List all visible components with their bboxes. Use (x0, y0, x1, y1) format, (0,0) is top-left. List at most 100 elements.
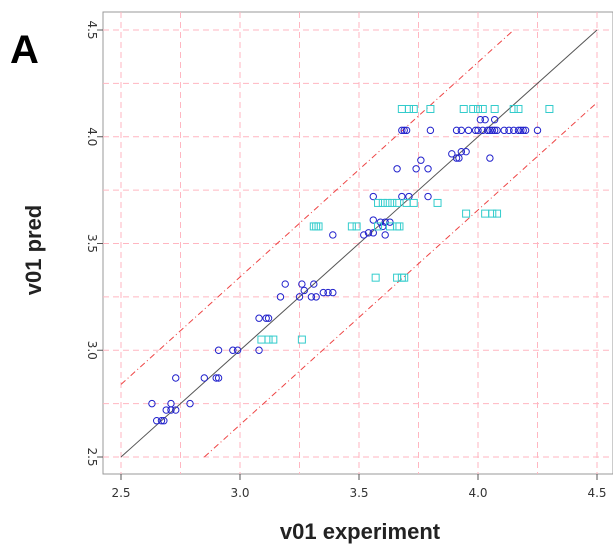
circle-point-40 (381, 231, 389, 239)
circle-point-24 (300, 286, 308, 295)
circle-point-56 (455, 154, 463, 162)
circle-point-77 (517, 126, 525, 135)
circle-point-16 (255, 346, 263, 354)
square-point-13 (383, 198, 392, 207)
square-point-35 (488, 209, 497, 218)
square-point-4 (309, 222, 318, 231)
y-axis-title: v01 pred (21, 204, 46, 296)
square-point-11 (374, 198, 383, 207)
circle-point-39 (381, 218, 389, 226)
circle-point-20 (276, 293, 285, 301)
square-point-33 (478, 104, 487, 113)
circle-point-8 (172, 374, 180, 382)
circle-point-69 (488, 126, 496, 135)
circle-point-60 (464, 126, 473, 135)
circle-point-67 (486, 126, 494, 135)
circle-point-50 (424, 165, 432, 173)
y-tick-label-3: 4.0 (85, 127, 99, 146)
square-point-39 (514, 104, 523, 113)
square-point-34 (481, 209, 490, 218)
square-point-27 (426, 104, 435, 113)
square-point-26 (409, 104, 418, 113)
circle-point-37 (376, 218, 385, 226)
square-point-32 (474, 104, 482, 113)
circle-point-49 (417, 156, 425, 164)
square-point-6 (314, 222, 323, 231)
circle-point-7 (172, 406, 180, 414)
circle-point-31 (329, 231, 337, 239)
circle-point-75 (510, 126, 518, 135)
square-point-20 (397, 273, 406, 282)
circle-point-63 (476, 115, 485, 124)
square-point-7 (347, 222, 356, 231)
circle-point-78 (519, 126, 527, 135)
circle-point-23 (298, 280, 306, 288)
circle-point-6 (167, 406, 175, 414)
square-point-0 (257, 335, 266, 344)
circle-point-10 (200, 374, 209, 382)
square-point-21 (397, 104, 406, 113)
circle-point-18 (262, 314, 270, 322)
x-tick-label-3: 4.0 (468, 486, 487, 500)
circle-point-2 (157, 417, 166, 425)
circle-point-73 (500, 126, 508, 135)
circle-point-55 (452, 126, 461, 135)
circle-point-0 (148, 399, 156, 408)
circle-point-36 (369, 192, 377, 201)
y-tick-label-2: 3.5 (85, 234, 99, 253)
circle-point-9 (186, 399, 194, 408)
circle-point-22 (295, 293, 304, 301)
circle-point-46 (402, 126, 411, 135)
circle-point-45 (400, 126, 408, 135)
x-tick-label-0: 2.5 (111, 486, 130, 500)
circle-point-61 (471, 126, 480, 135)
square-point-9 (371, 273, 380, 282)
circle-point-19 (264, 314, 273, 322)
square-point-37 (493, 209, 502, 218)
circle-point-33 (364, 229, 373, 237)
circle-point-79 (521, 126, 530, 135)
square-point-3 (297, 335, 306, 344)
square-point-8 (352, 222, 361, 231)
circle-point-66 (483, 126, 492, 135)
circle-point-25 (307, 293, 316, 301)
circle-point-65 (481, 115, 489, 124)
circle-point-68 (486, 154, 494, 162)
circle-point-52 (426, 126, 435, 135)
square-point-17 (393, 198, 402, 207)
circle-point-29 (324, 288, 332, 297)
circle-point-12 (214, 374, 223, 382)
square-point-22 (400, 273, 409, 282)
circle-point-41 (386, 218, 394, 226)
square-point-38 (509, 104, 518, 113)
square-point-24 (404, 104, 413, 113)
circle-point-43 (398, 192, 406, 201)
y-tick-label-4: 4.5 (85, 20, 99, 39)
square-point-15 (388, 198, 397, 207)
y-tick-label-1: 3.0 (85, 341, 99, 360)
circle-point-76 (514, 126, 523, 135)
circle-point-44 (398, 126, 406, 135)
x-tick-label-4: 4.5 (587, 486, 606, 500)
circle-point-42 (393, 165, 401, 173)
x-axis-title: v01 experiment (279, 519, 441, 544)
circle-point-48 (412, 165, 420, 173)
circle-point-53 (448, 150, 456, 158)
circle-point-70 (490, 126, 499, 135)
circle-point-3 (160, 417, 168, 425)
square-point-25 (409, 198, 418, 207)
circle-point-74 (505, 126, 513, 135)
circle-point-51 (424, 192, 432, 201)
circle-point-28 (319, 288, 327, 297)
circle-point-57 (457, 147, 466, 156)
circle-point-4 (162, 406, 170, 414)
x-tick-label-1: 3.0 (230, 486, 249, 500)
square-point-29 (459, 104, 468, 113)
circle-point-30 (329, 288, 337, 297)
circle-point-15 (233, 346, 242, 354)
square-point-2 (269, 335, 278, 344)
circle-point-58 (457, 126, 466, 135)
circle-point-11 (212, 374, 220, 382)
square-point-5 (312, 222, 321, 231)
square-point-12 (378, 198, 387, 207)
